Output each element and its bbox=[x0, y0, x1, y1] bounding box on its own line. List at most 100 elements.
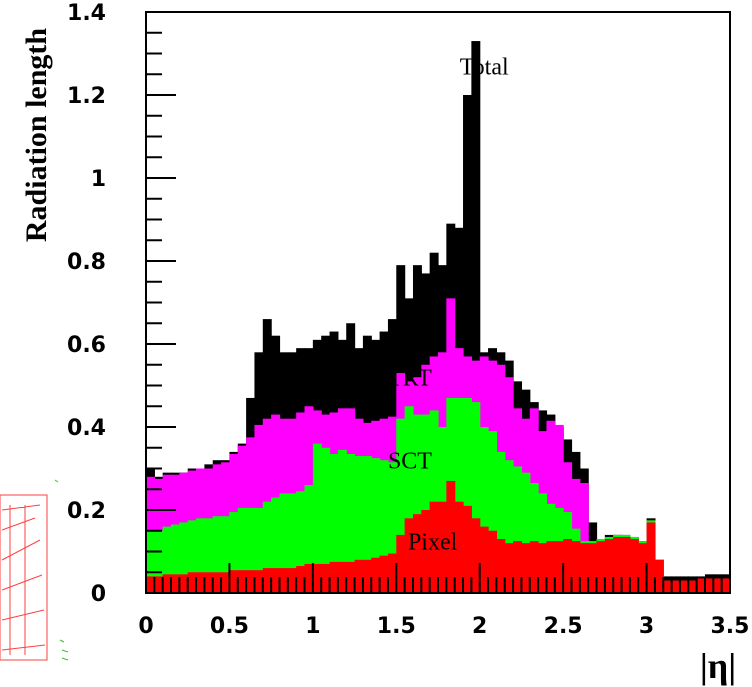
y-tick-label: 1.2 bbox=[67, 84, 106, 109]
pixel-bar bbox=[179, 574, 189, 593]
x-tick-label: 0 bbox=[138, 614, 153, 639]
pixel-bar bbox=[446, 480, 456, 593]
sct-bar bbox=[237, 507, 247, 593]
pixel-bar bbox=[229, 570, 239, 593]
pixel-bar bbox=[237, 570, 247, 593]
y-tick-label: 1 bbox=[91, 167, 106, 192]
trt-bar bbox=[579, 483, 589, 593]
x-axis-title: |η| bbox=[700, 646, 736, 686]
sct-bar bbox=[229, 512, 239, 593]
sct-bar bbox=[496, 451, 506, 593]
sct-bar bbox=[204, 518, 214, 593]
pixel-bar bbox=[471, 518, 481, 593]
sct-bar bbox=[179, 522, 189, 593]
pixel-bar bbox=[296, 566, 306, 593]
sct-bar bbox=[387, 462, 397, 593]
x-tick-label: 1.5 bbox=[377, 614, 416, 639]
sct-bar bbox=[296, 491, 306, 593]
y-axis-title: Radiation length bbox=[20, 28, 53, 243]
y-tick-label: 0.2 bbox=[67, 499, 106, 524]
pixel-bar bbox=[196, 572, 205, 593]
pixel-bar bbox=[563, 539, 573, 593]
pixel-bar bbox=[279, 568, 289, 593]
pixel-bar bbox=[663, 580, 673, 593]
pixel-bar bbox=[721, 578, 731, 593]
pixel-bar bbox=[671, 580, 681, 593]
sct-bar bbox=[404, 406, 414, 593]
pixel-bar bbox=[362, 559, 372, 593]
stacked-histogram bbox=[146, 41, 731, 594]
sct-bar bbox=[421, 414, 431, 593]
x-axis-ticks: 0 0.5 1 1.5 2 2.5 3 3.5 bbox=[138, 563, 749, 639]
sct-bar bbox=[412, 414, 422, 593]
series-labels: Total TRT SCT Pixel bbox=[388, 54, 509, 555]
pixel-bar bbox=[613, 536, 623, 593]
pixel-bar bbox=[262, 568, 272, 593]
pixel-bar bbox=[246, 570, 256, 593]
sct-bar bbox=[521, 472, 531, 593]
y-tick-label: 0.4 bbox=[67, 416, 106, 441]
y-tick-label: 0.8 bbox=[67, 250, 106, 275]
pixel-bar bbox=[379, 555, 389, 593]
pixel-bar bbox=[421, 510, 431, 593]
pixel-bar bbox=[488, 530, 497, 593]
pixel-bar bbox=[346, 561, 356, 593]
pixel-bar bbox=[554, 541, 564, 593]
pixel-bar bbox=[596, 541, 606, 593]
pixel-bar bbox=[538, 543, 548, 593]
sct-bar bbox=[371, 458, 381, 593]
sct-bar bbox=[187, 520, 197, 593]
sct-bar bbox=[162, 526, 172, 593]
sct-bar bbox=[454, 397, 464, 593]
sct-bar bbox=[329, 453, 339, 593]
sct-bar bbox=[471, 402, 481, 593]
sct-bar bbox=[488, 431, 497, 593]
sct-bar bbox=[262, 501, 272, 593]
pixel-bar bbox=[504, 543, 514, 593]
pixel-bar bbox=[287, 568, 297, 593]
sct-bar bbox=[146, 530, 155, 593]
pixel-bar bbox=[438, 501, 447, 593]
x-tick-label: 1 bbox=[305, 614, 320, 639]
pixel-bar bbox=[371, 557, 381, 593]
pixel-bar bbox=[629, 539, 639, 593]
detector-sketch-icon bbox=[0, 479, 69, 661]
pixel-bar bbox=[654, 559, 664, 593]
pixel-bar bbox=[479, 526, 489, 593]
sct-bar bbox=[196, 518, 205, 593]
pixel-bar bbox=[154, 576, 164, 593]
pixel-bar bbox=[579, 543, 589, 593]
label-trt: TRT bbox=[388, 366, 432, 392]
pixel-bar bbox=[588, 543, 598, 593]
pixel-bar bbox=[571, 541, 581, 593]
pixel-bar bbox=[638, 543, 648, 593]
sct-bar bbox=[529, 483, 539, 593]
pixel-bar bbox=[387, 553, 397, 593]
sct-bar bbox=[463, 397, 472, 593]
sct-bar bbox=[321, 447, 331, 593]
pixel-bar bbox=[404, 518, 414, 593]
pixel-bar bbox=[162, 574, 172, 593]
sct-bar bbox=[212, 516, 222, 593]
label-pixel: Pixel bbox=[408, 529, 458, 555]
pixel-bar bbox=[429, 501, 439, 593]
pixel-bar bbox=[312, 563, 322, 593]
sct-bar bbox=[513, 466, 523, 593]
pixel-bar bbox=[521, 543, 531, 593]
pixel-bar bbox=[146, 576, 155, 593]
x-tick-label: 3 bbox=[639, 614, 654, 639]
sct-bar bbox=[354, 456, 364, 593]
sct-bar bbox=[312, 443, 322, 593]
sct-bar bbox=[504, 460, 514, 593]
pixel-bar bbox=[354, 559, 364, 593]
pixel-bar bbox=[463, 505, 472, 593]
y-tick-label: 0.6 bbox=[67, 333, 106, 358]
label-sct: SCT bbox=[388, 449, 432, 475]
sct-bar bbox=[154, 530, 164, 593]
y-axis-ticks: 0 0.2 0.4 0.6 0.8 1 1.2 1.4 bbox=[67, 1, 176, 607]
pixel-bar bbox=[513, 541, 523, 593]
sct-bar bbox=[379, 460, 389, 593]
pixel-bar bbox=[546, 541, 556, 593]
pixel-bar bbox=[329, 561, 339, 593]
